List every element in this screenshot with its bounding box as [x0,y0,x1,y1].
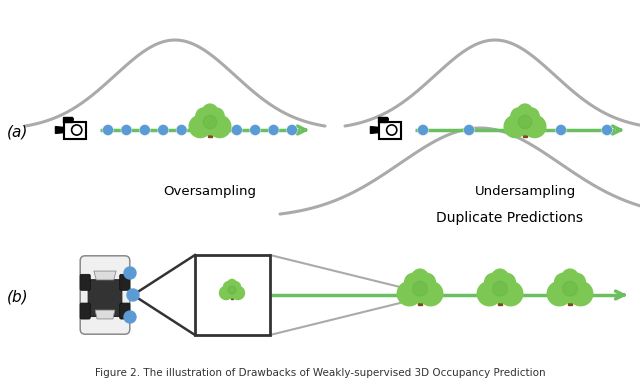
Circle shape [124,267,136,279]
Circle shape [387,125,397,135]
Circle shape [223,282,233,291]
Circle shape [213,124,224,136]
Circle shape [602,124,612,136]
Circle shape [102,124,113,136]
Circle shape [524,115,546,137]
Circle shape [523,108,539,124]
Circle shape [568,282,593,306]
Circle shape [140,124,150,136]
Circle shape [224,282,240,298]
Bar [523,126,527,137]
Circle shape [484,273,502,291]
FancyBboxPatch shape [80,303,90,319]
Bar [417,294,422,305]
Circle shape [72,125,82,135]
Polygon shape [94,271,116,280]
Circle shape [405,273,435,303]
Circle shape [121,124,132,136]
Bar [230,293,234,299]
Circle shape [196,108,223,135]
Circle shape [220,286,233,300]
Bar [378,117,387,121]
Circle shape [518,115,532,129]
Polygon shape [371,127,379,133]
Circle shape [556,273,585,303]
Text: Figure 2. The illustration of Drawbacks of Weakly-supervised 3D Occupancy Predic: Figure 2. The illustration of Drawbacks … [95,368,545,378]
Circle shape [417,124,429,136]
Circle shape [268,124,279,136]
Circle shape [231,124,243,136]
Polygon shape [95,310,115,319]
FancyBboxPatch shape [120,274,130,290]
Circle shape [127,289,139,301]
Circle shape [404,273,422,291]
Bar [63,117,72,121]
FancyBboxPatch shape [80,274,90,290]
Circle shape [419,282,443,306]
Bar [568,294,572,305]
Circle shape [157,124,169,136]
Circle shape [563,282,577,296]
Text: (b): (b) [7,290,29,304]
Circle shape [556,124,566,136]
Circle shape [568,273,586,291]
Circle shape [231,286,244,300]
Circle shape [477,282,502,306]
Circle shape [504,115,526,137]
Circle shape [547,282,572,306]
Circle shape [196,108,212,124]
Circle shape [287,124,298,136]
Circle shape [380,118,383,121]
Circle shape [413,282,428,296]
Circle shape [511,108,527,124]
Circle shape [228,280,236,288]
Circle shape [499,282,523,306]
Circle shape [493,282,508,296]
Circle shape [176,124,187,136]
Polygon shape [56,127,64,133]
Circle shape [518,104,532,119]
Circle shape [412,269,428,285]
Circle shape [250,124,260,136]
Circle shape [511,108,538,135]
FancyBboxPatch shape [120,303,130,319]
Bar [64,121,86,139]
Text: (a): (a) [7,124,29,139]
Circle shape [485,273,515,303]
Circle shape [498,273,515,291]
Circle shape [228,286,236,294]
Bar [497,294,502,305]
Circle shape [555,273,572,291]
FancyBboxPatch shape [88,280,122,316]
Text: Oversampling: Oversampling [163,185,257,198]
Circle shape [195,124,205,136]
Circle shape [204,115,217,129]
Circle shape [492,269,508,285]
Circle shape [70,118,74,121]
Bar [379,121,401,139]
Circle shape [509,124,520,136]
Circle shape [65,118,68,121]
Bar [208,126,212,137]
Circle shape [562,269,578,285]
Circle shape [209,115,231,137]
Circle shape [463,124,474,136]
Circle shape [231,282,241,291]
Circle shape [124,311,136,323]
Circle shape [208,108,224,124]
Text: Undersampling: Undersampling [474,185,575,198]
Text: Duplicate Predictions: Duplicate Predictions [436,211,584,225]
Bar [195,255,270,335]
Circle shape [203,104,218,119]
Circle shape [418,273,435,291]
Circle shape [385,118,388,121]
Circle shape [397,282,422,306]
Circle shape [189,115,211,137]
FancyBboxPatch shape [80,256,130,334]
